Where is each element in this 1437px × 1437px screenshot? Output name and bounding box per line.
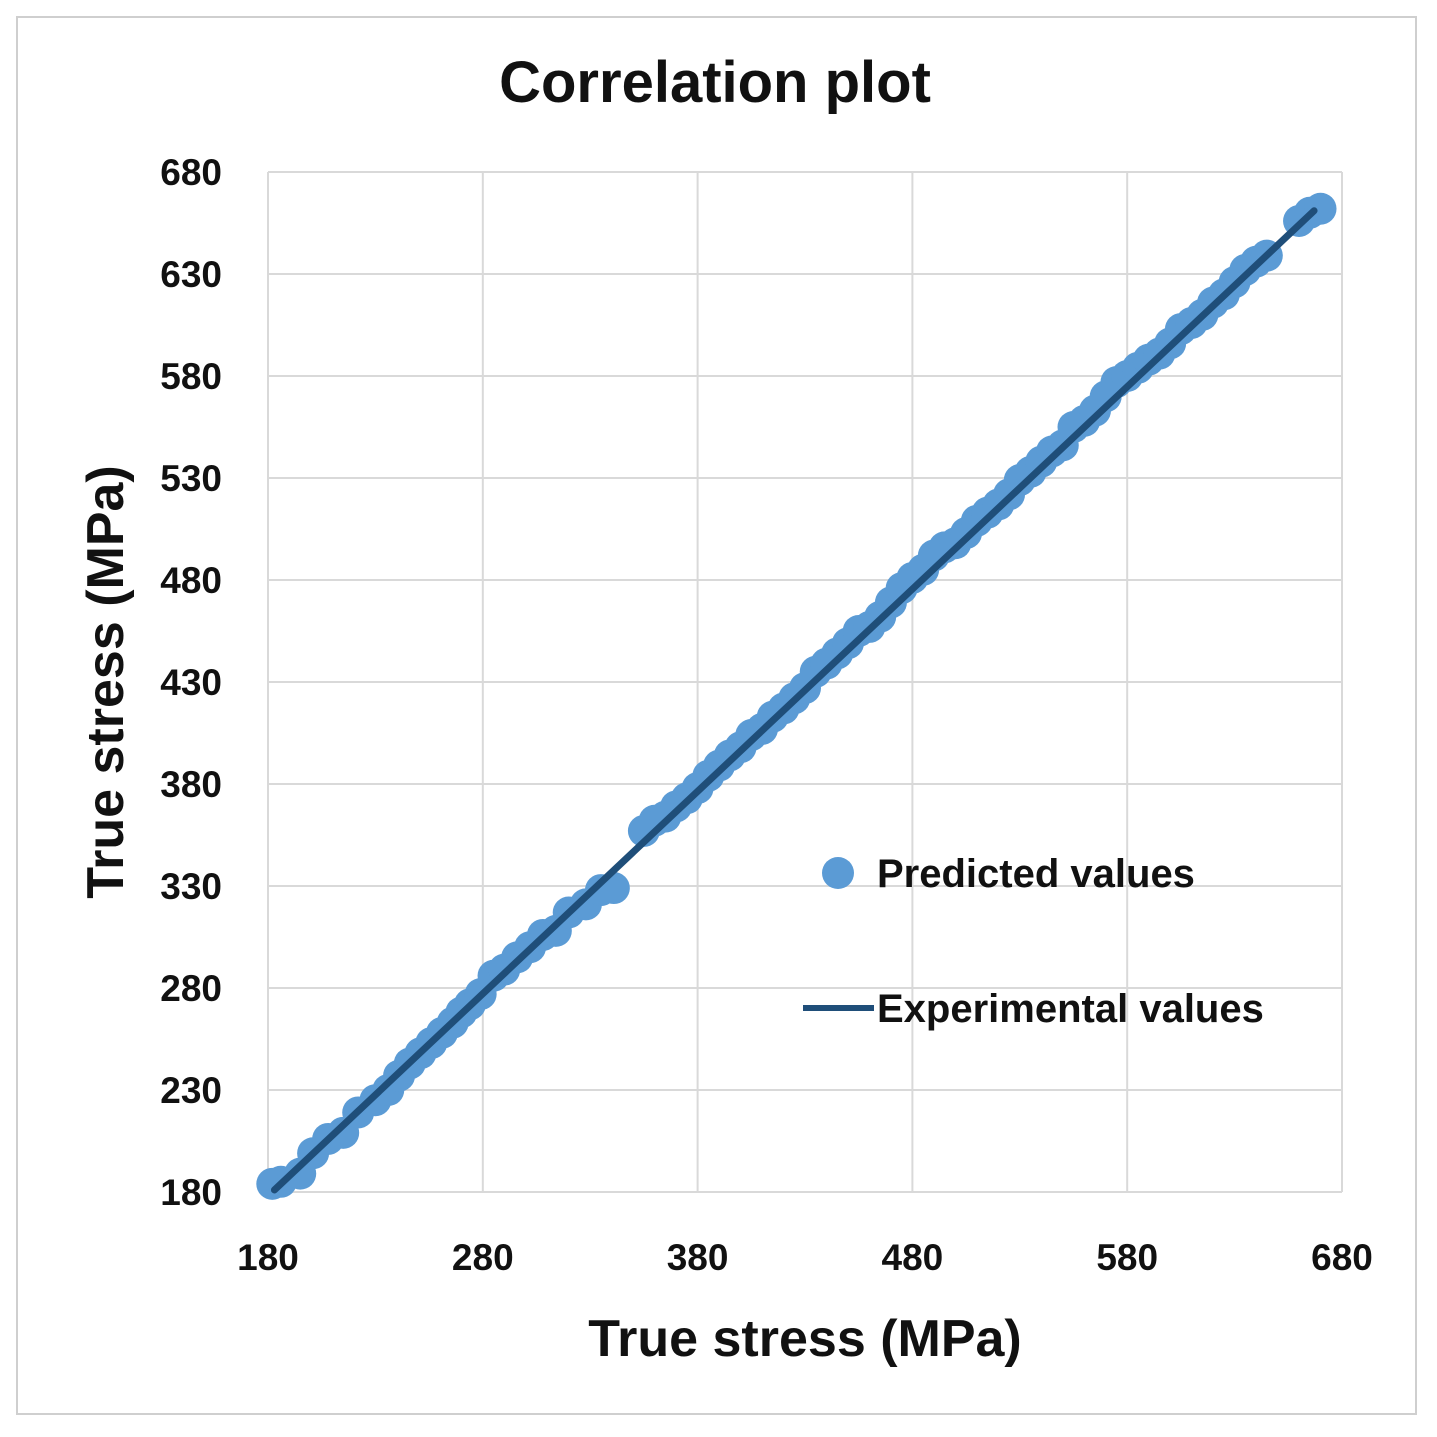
y-tick-label-10: 680 [160, 152, 222, 193]
legend-marker-predicted [822, 857, 854, 889]
y-tick-label-9: 630 [160, 254, 222, 295]
experimental-series [270, 207, 1318, 1194]
y-tick-label-2: 280 [160, 968, 222, 1009]
y-tick-label-8: 580 [160, 356, 222, 397]
x-axis-ticks: 180 280 380 480 580 680 [237, 1237, 1373, 1278]
chart-frame [16, 16, 1417, 1415]
y-tick-label-1: 230 [160, 1070, 222, 1111]
legend: Predicted values Experimental values [803, 852, 1264, 1031]
x-tick-label-2: 380 [667, 1237, 729, 1278]
x-tick-label-3: 480 [882, 1237, 944, 1278]
y-tick-label-0: 180 [160, 1172, 222, 1213]
y-tick-label-4: 380 [160, 764, 222, 805]
x-tick-label-4: 580 [1096, 1237, 1158, 1278]
legend-label-predicted: Predicted values [877, 852, 1195, 896]
x-axis-label: True stress (MPa) [588, 1310, 1022, 1368]
experimental-line [270, 207, 1318, 1194]
y-tick-label-6: 480 [160, 560, 222, 601]
y-tick-label-3: 330 [160, 866, 222, 907]
y-tick-label-7: 530 [160, 458, 222, 499]
x-tick-label-0: 180 [237, 1237, 299, 1278]
chart-title: Correlation plot [499, 50, 931, 115]
y-axis-label: True stress (MPa) [77, 465, 135, 899]
y-axis-ticks: 180 230 280 330 380 430 480 530 580 630 680 [160, 152, 222, 1213]
legend-label-experimental: Experimental values [877, 987, 1264, 1031]
x-tick-label-5: 680 [1311, 1237, 1373, 1278]
gridlines [267, 171, 1343, 1193]
x-tick-label-1: 280 [452, 1237, 514, 1278]
y-tick-label-5: 430 [160, 662, 222, 703]
